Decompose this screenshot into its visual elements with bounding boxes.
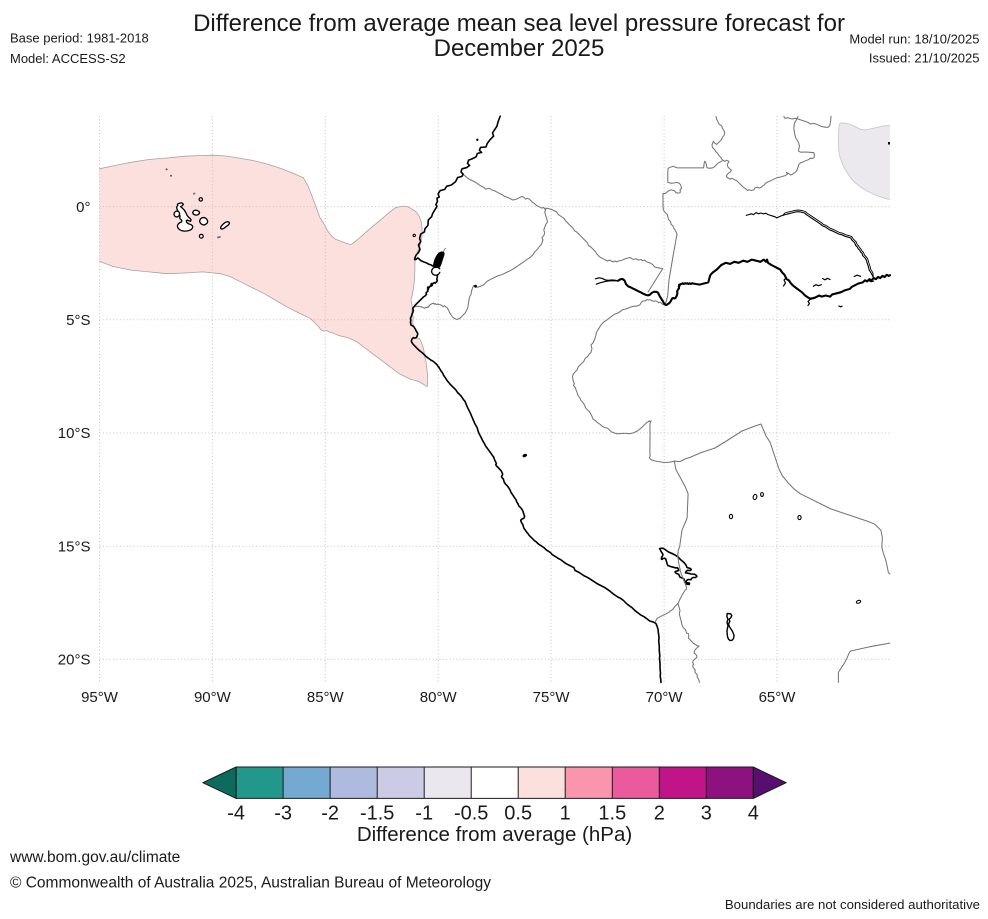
svg-text:-3: -3 — [274, 803, 292, 825]
svg-text:2: 2 — [654, 803, 665, 825]
svg-text:5°S: 5°S — [66, 312, 90, 329]
svg-text:4: 4 — [748, 803, 759, 825]
svg-text:-1: -1 — [415, 803, 433, 825]
svg-text:20°S: 20°S — [58, 652, 91, 669]
svg-text:Difference from average mean s: Difference from average mean sea level p… — [193, 10, 845, 37]
svg-text:Model: ACCESS-S2: Model: ACCESS-S2 — [10, 51, 126, 66]
svg-text:90°W: 90°W — [194, 689, 232, 706]
svg-text:95°W: 95°W — [81, 689, 119, 706]
svg-text:70°W: 70°W — [646, 689, 684, 706]
svg-text:3: 3 — [701, 803, 712, 825]
svg-text:© Commonwealth of Australia 20: © Commonwealth of Australia 2025, Austra… — [10, 875, 491, 892]
svg-text:Issued: 21/10/2025: Issued: 21/10/2025 — [869, 51, 980, 66]
svg-text:-2: -2 — [321, 803, 339, 825]
svg-text:-0.5: -0.5 — [454, 803, 488, 825]
svg-text:75°W: 75°W — [533, 689, 571, 706]
svg-text:Base period: 1981-2018: Base period: 1981-2018 — [10, 31, 149, 46]
svg-text:10°S: 10°S — [58, 425, 91, 442]
svg-text:1: 1 — [560, 803, 571, 825]
svg-text:1.5: 1.5 — [598, 803, 626, 825]
svg-text:Difference from average (hPa): Difference from average (hPa) — [357, 823, 632, 846]
svg-text:-1.5: -1.5 — [360, 803, 394, 825]
svg-text:-4: -4 — [227, 803, 245, 825]
svg-text:15°S: 15°S — [58, 538, 91, 555]
svg-text:www.bom.gov.au/climate: www.bom.gov.au/climate — [9, 849, 180, 866]
svg-text:65°W: 65°W — [759, 689, 797, 706]
svg-text:85°W: 85°W — [307, 689, 345, 706]
svg-text:0.5: 0.5 — [504, 803, 532, 825]
svg-text:Model run: 18/10/2025: Model run: 18/10/2025 — [849, 32, 979, 47]
svg-text:Boundaries are not considered: Boundaries are not considered authoritat… — [725, 897, 980, 912]
svg-text:80°W: 80°W — [420, 689, 458, 706]
svg-text:0°: 0° — [76, 199, 90, 216]
svg-text:December 2025: December 2025 — [434, 35, 605, 62]
